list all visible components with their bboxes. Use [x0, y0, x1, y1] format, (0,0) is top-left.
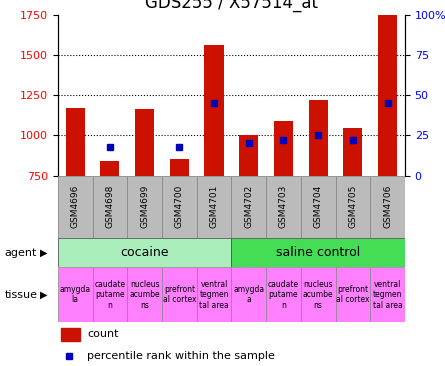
FancyBboxPatch shape [127, 267, 162, 322]
Text: ventral
tegmen
tal area: ventral tegmen tal area [199, 280, 229, 310]
FancyBboxPatch shape [301, 267, 336, 322]
FancyBboxPatch shape [231, 267, 266, 322]
Text: prefront
al cortex: prefront al cortex [162, 285, 196, 305]
FancyBboxPatch shape [93, 267, 127, 322]
Text: nucleus
acumbe
ns: nucleus acumbe ns [303, 280, 333, 310]
Bar [344, 128, 362, 176]
Text: GSM4702: GSM4702 [244, 185, 253, 228]
Text: nucleus
acumbe
ns: nucleus acumbe ns [129, 280, 160, 310]
FancyBboxPatch shape [162, 267, 197, 322]
FancyBboxPatch shape [127, 176, 162, 238]
Bar [205, 45, 223, 176]
FancyBboxPatch shape [58, 176, 93, 238]
Bar [239, 135, 258, 176]
Text: ventral
tegmen
tal area: ventral tegmen tal area [373, 280, 402, 310]
Text: GSM4696: GSM4696 [71, 185, 80, 228]
Text: GSM4706: GSM4706 [383, 185, 392, 228]
Title: GDS255 / X57514_at: GDS255 / X57514_at [145, 0, 318, 12]
FancyBboxPatch shape [266, 267, 301, 322]
FancyBboxPatch shape [301, 176, 336, 238]
Text: GSM4698: GSM4698 [105, 185, 114, 228]
FancyBboxPatch shape [266, 176, 301, 238]
Text: percentile rank within the sample: percentile rank within the sample [87, 351, 275, 361]
FancyBboxPatch shape [162, 176, 197, 238]
Bar [66, 108, 85, 176]
Text: prefront
al cortex: prefront al cortex [336, 285, 370, 305]
Text: cocaine: cocaine [121, 246, 169, 259]
Text: GSM4705: GSM4705 [348, 185, 357, 228]
FancyBboxPatch shape [58, 267, 93, 322]
Text: GSM4700: GSM4700 [175, 185, 184, 228]
Text: ▶: ▶ [40, 290, 48, 300]
FancyBboxPatch shape [197, 176, 231, 238]
Text: agent: agent [4, 247, 37, 258]
Text: amygda
a: amygda a [233, 285, 264, 305]
FancyBboxPatch shape [370, 176, 405, 238]
FancyBboxPatch shape [231, 176, 266, 238]
FancyBboxPatch shape [197, 267, 231, 322]
Text: saline control: saline control [276, 246, 360, 259]
Text: ▶: ▶ [40, 247, 48, 258]
Text: tissue: tissue [4, 290, 37, 300]
Bar [309, 100, 328, 176]
Text: GSM4699: GSM4699 [140, 185, 149, 228]
Bar [170, 159, 189, 176]
Text: count: count [87, 329, 119, 339]
Text: GSM4701: GSM4701 [210, 185, 218, 228]
FancyBboxPatch shape [370, 267, 405, 322]
Bar [378, 15, 397, 176]
FancyBboxPatch shape [336, 176, 370, 238]
Bar [274, 121, 293, 176]
Text: caudate
putame
n: caudate putame n [268, 280, 299, 310]
Bar [135, 109, 154, 176]
Text: GSM4703: GSM4703 [279, 185, 288, 228]
Bar [101, 161, 119, 176]
Bar [61, 328, 81, 340]
Text: GSM4704: GSM4704 [314, 185, 323, 228]
FancyBboxPatch shape [231, 238, 405, 267]
Text: caudate
putame
n: caudate putame n [94, 280, 125, 310]
FancyBboxPatch shape [93, 176, 127, 238]
FancyBboxPatch shape [336, 267, 370, 322]
Text: amygda
la: amygda la [60, 285, 91, 305]
FancyBboxPatch shape [58, 238, 231, 267]
